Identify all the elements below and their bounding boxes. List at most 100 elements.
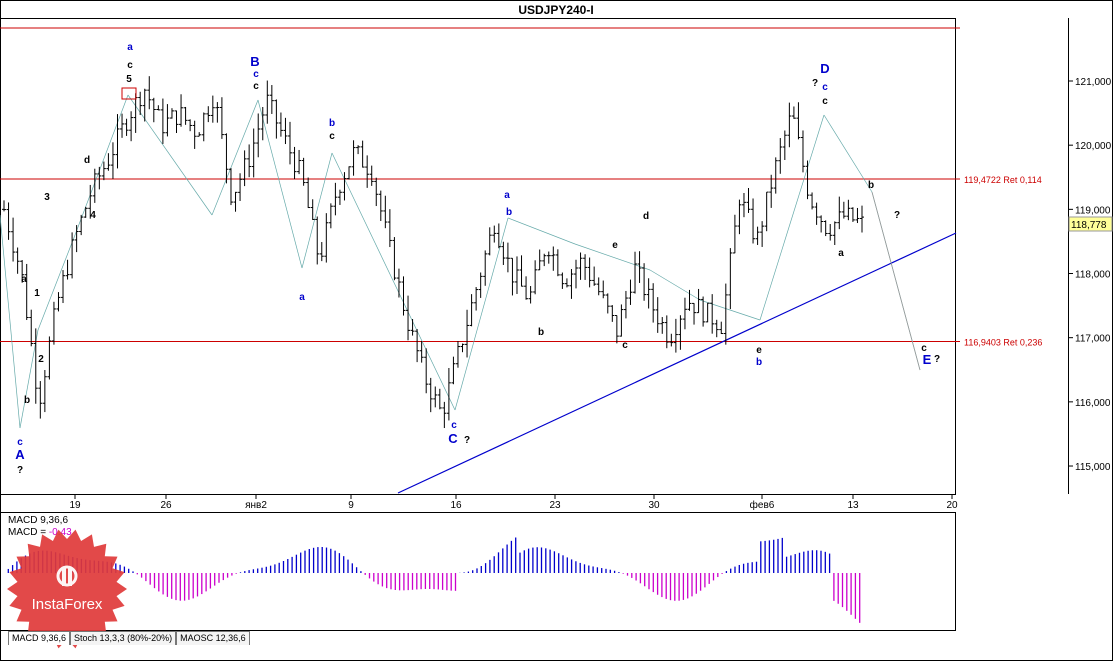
price-bar xyxy=(301,157,306,186)
wave-label: c xyxy=(253,69,259,80)
price-bar xyxy=(719,321,724,335)
price-bar xyxy=(764,191,769,232)
price-bar xyxy=(810,192,815,210)
wave-segment xyxy=(211,99,259,216)
price-bar xyxy=(578,252,583,280)
price-bar xyxy=(728,248,733,310)
price-bar xyxy=(474,287,479,311)
price-bar xyxy=(24,263,29,321)
main-plot-area[interactable] xyxy=(0,18,956,495)
price-bar xyxy=(288,121,292,165)
price-bar xyxy=(210,95,215,123)
price-bar xyxy=(324,213,329,263)
price-bar xyxy=(751,198,756,244)
price-bar xyxy=(814,202,819,225)
wave-label: d xyxy=(84,155,90,166)
price-bar xyxy=(256,113,261,158)
price-bar xyxy=(841,201,846,219)
price-bar xyxy=(619,304,624,337)
price-bar xyxy=(56,292,61,312)
price-bar xyxy=(778,138,783,174)
wave-label: b xyxy=(24,395,30,406)
wave-label: B xyxy=(250,54,259,69)
wave-label: D xyxy=(820,61,829,76)
wave-label: 3 xyxy=(44,192,50,203)
price-bar xyxy=(251,128,256,178)
price-bar xyxy=(687,289,692,311)
price-bar xyxy=(396,268,401,298)
price-bar xyxy=(741,192,746,218)
wave-label: c xyxy=(921,343,927,354)
price-bar xyxy=(165,104,170,137)
price-bar xyxy=(156,105,161,111)
price-bar xyxy=(333,182,338,216)
wave-label: E xyxy=(923,352,932,367)
price-bar xyxy=(746,188,751,213)
price-bar xyxy=(837,196,842,230)
projected-wave-segment xyxy=(871,191,921,371)
price-tick-label: 118,000 xyxy=(1075,270,1111,281)
price-bar xyxy=(469,294,474,327)
price-bar xyxy=(61,270,66,304)
price-bar xyxy=(682,297,687,330)
price-bar xyxy=(92,168,97,203)
date-tick-label: 19 xyxy=(69,500,81,511)
logo-text: InstaForex xyxy=(31,596,103,613)
price-bar xyxy=(74,225,79,253)
price-bar xyxy=(283,117,288,145)
wave-label: a xyxy=(504,190,510,201)
date-tick-label: 9 xyxy=(348,500,354,511)
price-bar xyxy=(496,223,501,249)
tab-stoch[interactable]: Stoch 13,3,3 (80%-20%) xyxy=(70,631,177,645)
price-bar xyxy=(228,168,233,206)
price-bar xyxy=(124,118,129,136)
wave-label: 5 xyxy=(126,74,132,85)
instaforex-logo: InstaForex xyxy=(6,528,128,650)
price-bar xyxy=(392,237,397,281)
price-bar xyxy=(791,106,796,119)
tab-maosc[interactable]: MAOSC 12,36,6 xyxy=(176,631,250,645)
price-bar xyxy=(415,329,420,363)
tab-macd[interactable]: MACD 9,36,6 xyxy=(8,631,71,645)
price-bar xyxy=(242,150,247,187)
price-bar xyxy=(501,241,506,265)
price-bar xyxy=(628,279,633,305)
price-bar xyxy=(410,319,415,336)
price-bar xyxy=(819,215,824,233)
price-bar xyxy=(610,305,615,322)
price-bar xyxy=(383,195,388,229)
price-bar xyxy=(433,386,438,408)
date-tick-label: 20 xyxy=(946,500,958,511)
price-bar xyxy=(737,199,742,235)
price-bar xyxy=(564,278,569,288)
wave-label: e xyxy=(756,345,762,356)
price-bar xyxy=(446,368,451,421)
price-bar xyxy=(33,328,38,404)
price-bar xyxy=(328,203,333,229)
current-price-label: 118,778 xyxy=(1071,220,1107,231)
price-bar xyxy=(701,296,706,327)
wave-segment xyxy=(759,114,825,321)
wave-segment xyxy=(37,234,76,331)
date-tick-label: 13 xyxy=(847,500,859,511)
wave-label: c xyxy=(17,437,23,448)
wave-label: A xyxy=(15,447,25,462)
price-bar xyxy=(224,133,229,184)
price-tick-label: 116,000 xyxy=(1075,398,1111,409)
wave-label: ? xyxy=(934,354,940,365)
price-bar xyxy=(823,220,828,237)
price-bar xyxy=(419,340,424,363)
price-bar xyxy=(147,76,152,110)
wave-label: a xyxy=(838,248,844,259)
price-bar xyxy=(292,146,297,180)
price-bar xyxy=(342,172,347,201)
price-bar xyxy=(805,160,810,200)
price-bar xyxy=(787,102,792,148)
price-bar xyxy=(696,288,701,314)
wave-label: 1 xyxy=(34,288,40,299)
price-bar xyxy=(755,226,760,245)
price-bar xyxy=(365,155,370,188)
